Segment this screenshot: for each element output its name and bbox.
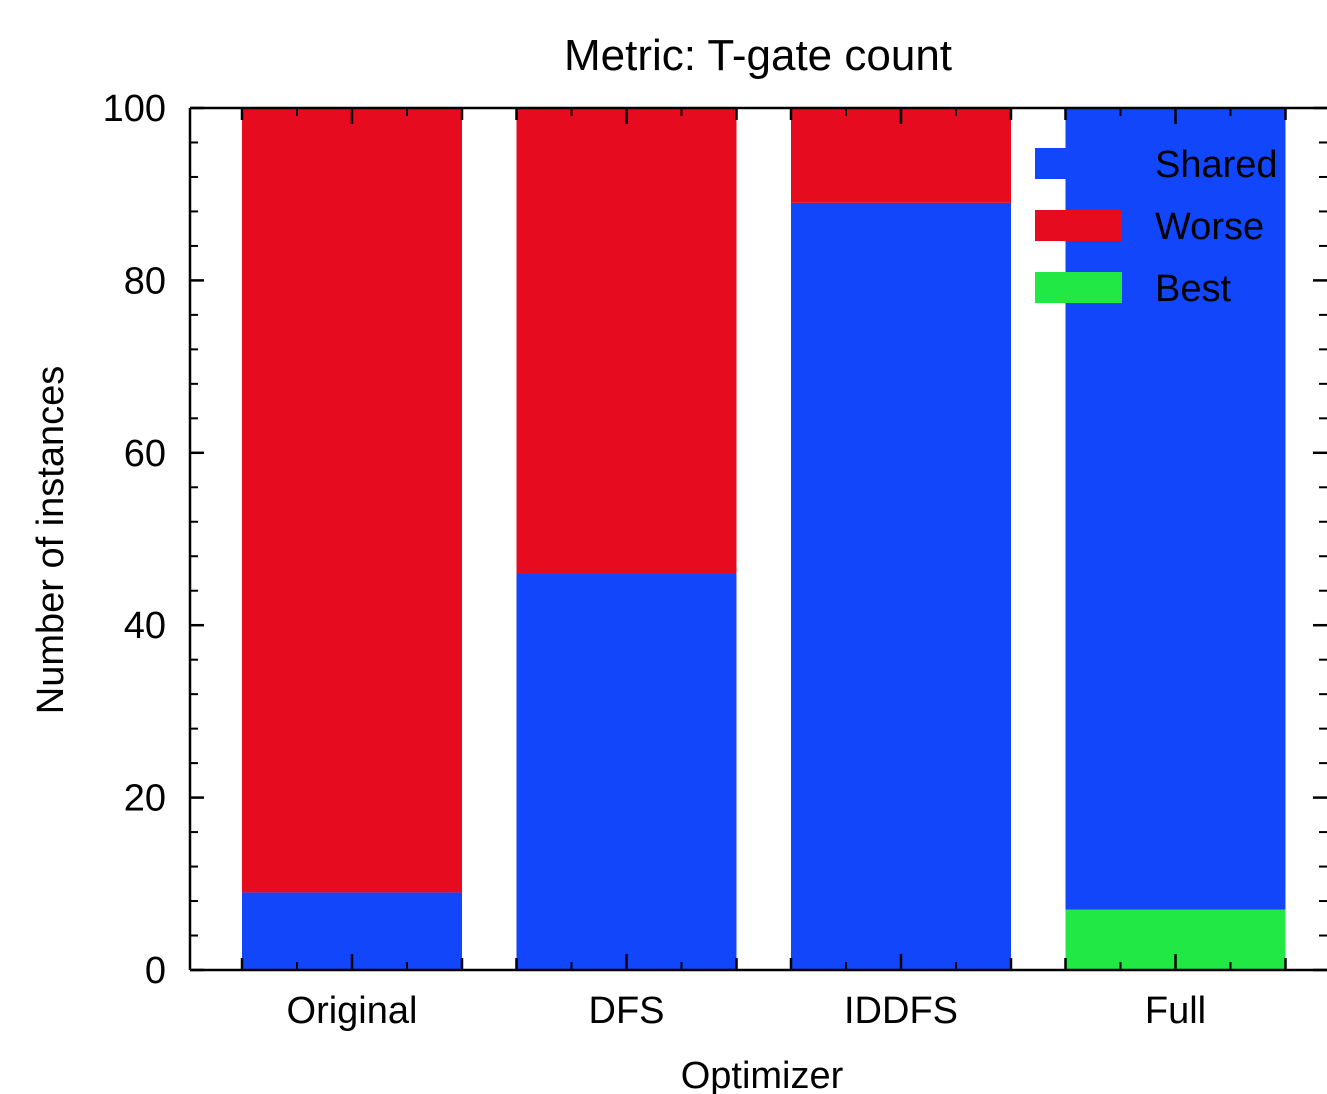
y-tick-label: 0 <box>145 950 166 992</box>
x-axis-label: Optimizer <box>681 1055 844 1094</box>
y-tick-label: 60 <box>124 433 166 475</box>
y-tick-label: 80 <box>124 260 166 302</box>
bar-iddfs-shared <box>791 202 1011 970</box>
bars-group <box>242 108 1286 970</box>
chart-title: Metric: T-gate count <box>564 31 952 80</box>
legend-label-shared: Shared <box>1155 144 1278 186</box>
y-tick-label: 20 <box>124 778 166 820</box>
legend-swatch-best <box>1035 272 1122 303</box>
x-tick-label-full: Full <box>1145 990 1206 1032</box>
bar-dfs-worse <box>516 108 737 574</box>
y-tick-label: 40 <box>124 605 166 647</box>
y-axis-label: Number of instances <box>30 366 72 715</box>
x-tick-label-original: Original <box>287 990 418 1032</box>
legend-swatch-worse <box>1035 210 1122 241</box>
bar-full-shared <box>1065 108 1286 910</box>
axes-frame <box>188 106 1327 972</box>
legend-swatch-shared <box>1035 148 1122 179</box>
x-tick-label-iddfs: IDDFS <box>844 990 958 1032</box>
x-axis: Original DFS IDDFS Full <box>240 108 1287 1032</box>
legend-label-worse: Worse <box>1155 206 1264 248</box>
bar-dfs-shared <box>516 573 737 970</box>
x-tick-label-dfs: DFS <box>589 990 665 1032</box>
y-tick-label: 100 <box>103 88 166 130</box>
legend-label-best: Best <box>1155 268 1231 310</box>
bar-original-worse <box>242 108 462 893</box>
legend: Shared Worse Best <box>1035 144 1278 310</box>
y-axis: 0 20 40 60 80 100 <box>103 88 1327 992</box>
